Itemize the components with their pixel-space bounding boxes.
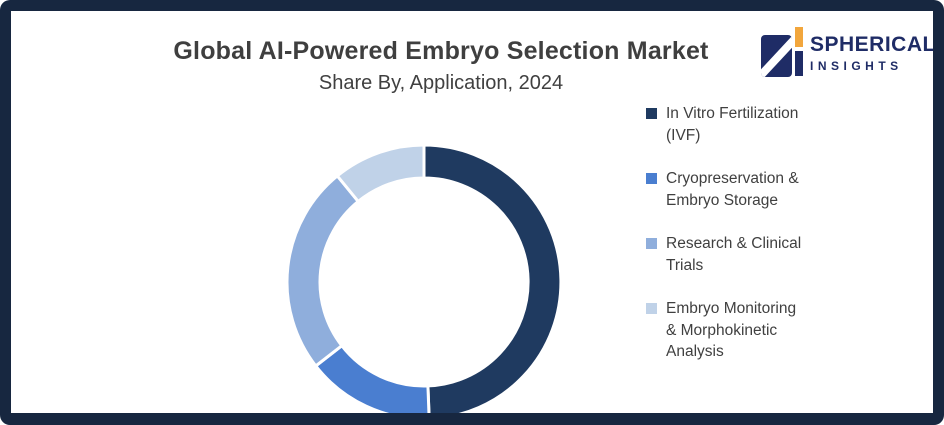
legend-item: Research & Clinical Trials — [646, 233, 836, 276]
donut-segment — [335, 143, 426, 204]
legend-swatch — [646, 108, 657, 119]
legend-swatch — [646, 173, 657, 184]
logo-navy-bar-icon — [795, 51, 803, 76]
logo-bars-icon — [795, 27, 803, 76]
legend-swatch — [646, 303, 657, 314]
logo-orange-bar-icon — [795, 27, 803, 47]
chart-title: Global AI-Powered Embryo Selection Marke… — [173, 37, 709, 65]
donut-chart-area — [276, 134, 572, 413]
donut-chart — [285, 143, 563, 413]
logo-name: SPHERICAL — [810, 32, 936, 56]
legend-label: Embryo Monitoring & Morphokinetic Analys… — [666, 300, 797, 360]
legend-item: Cryopreservation & Embryo Storage — [646, 168, 836, 211]
legend-item: Embryo Monitoring & Morphokinetic Analys… — [646, 298, 836, 363]
logo-square-icon — [761, 35, 792, 77]
legend-label: Research & Clinical Trials — [666, 235, 802, 274]
donut-segment — [313, 343, 431, 413]
legend-swatch — [646, 238, 657, 249]
legend-item: In Vitro Fertilization (IVF) — [646, 103, 836, 146]
donut-segment — [422, 143, 563, 413]
logo-text: SPHERICAL INSIGHTS — [810, 32, 936, 73]
spherical-insights-logo-icon — [761, 27, 803, 79]
chart-legend: In Vitro Fertilization (IVF) Cryopreserva… — [646, 103, 836, 385]
chart-subtitle: Share By, Application, 2024 — [318, 72, 564, 94]
donut-segment — [285, 173, 361, 369]
legend-label: Cryopreservation & Embryo Storage — [666, 170, 799, 209]
brand-logo: SPHERICAL INSIGHTS — [755, 17, 933, 89]
logo-tagline: INSIGHTS — [810, 58, 903, 73]
logo-swoosh-icon — [761, 35, 792, 77]
legend-label: In Vitro Fertilization (IVF) — [666, 105, 799, 144]
title-block: Global AI-Powered Embryo Selection Marke… — [11, 37, 871, 95]
